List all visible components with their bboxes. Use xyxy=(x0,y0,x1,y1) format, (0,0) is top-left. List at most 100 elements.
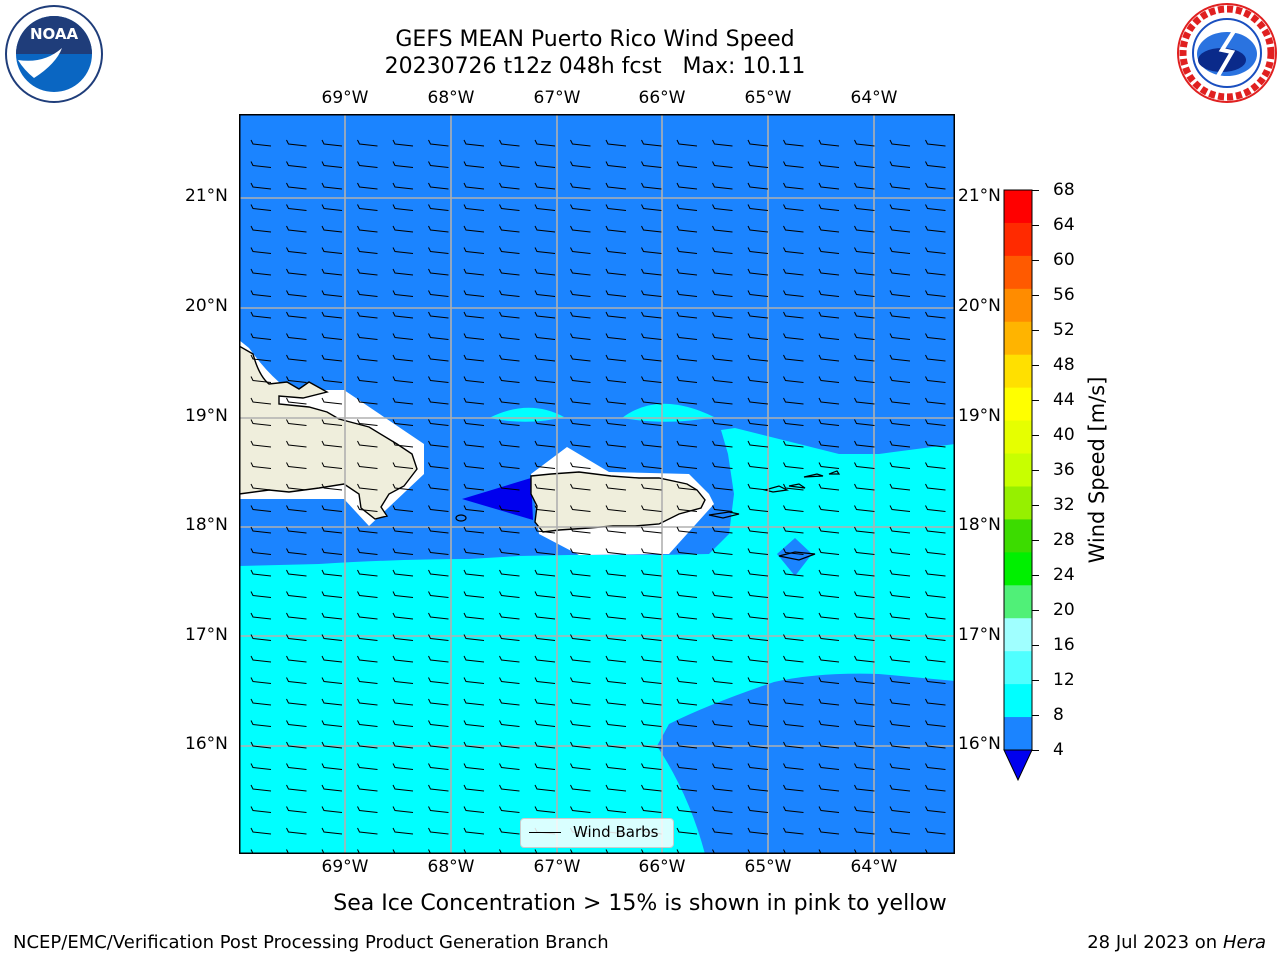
map-legend: Wind Barbs xyxy=(520,818,674,848)
wind-barb xyxy=(783,268,804,276)
wind-barb xyxy=(747,806,769,813)
chart-title: GEFS MEAN Puerto Rico Wind Speed xyxy=(395,27,795,52)
wind-barb xyxy=(428,677,449,684)
wind-barb xyxy=(463,634,485,641)
wind-barb xyxy=(889,225,911,233)
wind-barb xyxy=(463,526,485,534)
wind-barb xyxy=(428,655,449,663)
wind-barb xyxy=(250,677,272,684)
wind-barb xyxy=(889,139,911,147)
wind-barb xyxy=(392,806,414,813)
wind-barb xyxy=(818,139,840,147)
wind-barb xyxy=(570,440,591,448)
wind-barb xyxy=(641,440,662,448)
wind-barb xyxy=(747,526,769,534)
wind-barb xyxy=(428,354,449,362)
wind-barb xyxy=(250,247,272,254)
wind-barb xyxy=(357,139,378,147)
wind-barb xyxy=(747,225,769,233)
wind-barb xyxy=(676,333,698,340)
wind-barb xyxy=(676,440,698,448)
wind-barb xyxy=(286,548,307,555)
wind-barb xyxy=(712,505,733,512)
wind-barb xyxy=(286,741,307,749)
wind-barb xyxy=(392,333,414,340)
wind-barb xyxy=(889,698,911,706)
wind-barb xyxy=(321,440,343,448)
wind-barb xyxy=(428,397,449,405)
wind-barb xyxy=(783,333,804,340)
wind-barb xyxy=(925,462,946,469)
wind-barb xyxy=(854,440,875,448)
wind-barb xyxy=(818,591,840,598)
colorbar-segment xyxy=(1004,420,1032,455)
wind-barb xyxy=(357,161,378,168)
wind-barb xyxy=(570,612,591,620)
wind-barb xyxy=(712,311,733,319)
wind-barb xyxy=(925,397,946,405)
wind-barb xyxy=(605,526,627,534)
wind-barb xyxy=(676,462,698,469)
colorbar-extend-arrow xyxy=(1003,749,1033,782)
wind-barb xyxy=(747,376,769,383)
wind-barb xyxy=(570,161,591,168)
wind-barb xyxy=(321,526,343,534)
wind-barb xyxy=(428,139,449,147)
wind-barb xyxy=(747,290,769,297)
wind-barb xyxy=(534,290,556,297)
wind-barb xyxy=(889,720,911,727)
wind-barb xyxy=(641,505,662,512)
wind-barb xyxy=(818,677,840,684)
wind-barb xyxy=(392,462,414,469)
wind-barb xyxy=(463,268,485,276)
wind-barb xyxy=(321,419,343,426)
wind-barb xyxy=(357,440,378,448)
colorbar-tick-mark xyxy=(1032,259,1039,261)
wind-barb xyxy=(250,354,272,362)
wind-barb xyxy=(676,569,698,577)
wind-barb xyxy=(818,397,840,405)
wind-barb xyxy=(428,376,449,383)
colorbar-tick-mark xyxy=(1032,609,1039,611)
wind-barb xyxy=(783,569,804,577)
wind-barb xyxy=(570,182,591,190)
wind-barb xyxy=(570,397,591,405)
wind-barb xyxy=(392,161,414,168)
wind-barb xyxy=(286,354,307,362)
wind-barb xyxy=(747,655,769,663)
colorbar-tick-mark xyxy=(1032,434,1039,436)
wind-barb xyxy=(712,161,733,168)
wind-barb xyxy=(605,698,627,706)
wind-barb xyxy=(747,483,769,491)
wind-barb xyxy=(854,569,875,577)
wind-barb xyxy=(321,591,343,598)
wind-barb xyxy=(783,526,804,534)
wind-barb xyxy=(889,354,911,362)
wind-barb xyxy=(747,397,769,405)
wind-barb xyxy=(534,376,556,383)
wind-barb xyxy=(818,268,840,276)
colorbar-tick-label: 24 xyxy=(1053,565,1075,585)
wind-barb xyxy=(783,419,804,426)
wind-barb xyxy=(392,376,414,383)
wind-barb xyxy=(428,182,449,190)
colorbar-tick-mark xyxy=(1032,504,1039,506)
wind-barb xyxy=(783,591,804,598)
wind-barb xyxy=(286,419,307,426)
wind-barb xyxy=(321,376,343,383)
wind-barb xyxy=(534,677,556,684)
wind-barb xyxy=(392,698,414,706)
wind-barb xyxy=(747,741,769,749)
wind-barb xyxy=(818,247,840,254)
wind-barb xyxy=(321,741,343,749)
wind-barb xyxy=(570,655,591,663)
lat-label-left: 16°N xyxy=(185,734,228,754)
wind-barb xyxy=(854,827,875,835)
wind-barb xyxy=(641,526,662,534)
wind-barb xyxy=(747,677,769,684)
wind-barb xyxy=(818,548,840,555)
wind-barb xyxy=(321,354,343,362)
wind-barb xyxy=(889,569,911,577)
wind-barb xyxy=(641,462,662,469)
wind-barb xyxy=(818,526,840,534)
